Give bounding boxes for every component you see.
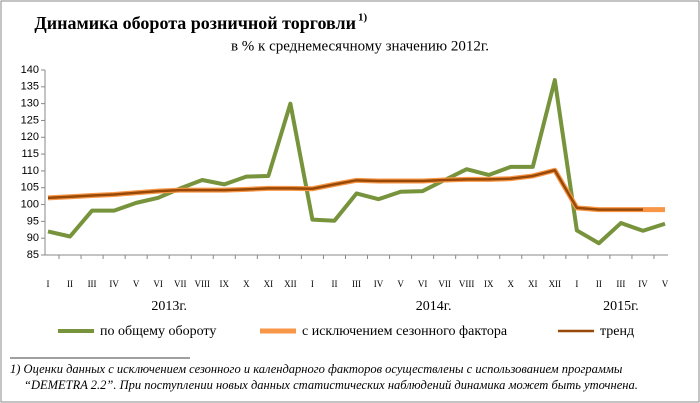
- x-tick-label: XI: [264, 279, 274, 289]
- footnote: “DEMETRA 2.2”. При поступлении новых дан…: [24, 378, 638, 392]
- x-tick-label: XII: [549, 279, 562, 289]
- legend-label: тренд: [600, 324, 634, 339]
- y-tick-label: 140: [21, 64, 39, 76]
- year-label: 2013г.: [151, 299, 187, 314]
- x-tick-label: IX: [220, 279, 230, 289]
- x-tick-label: V: [133, 279, 140, 289]
- x-tick-label: XII: [284, 279, 297, 289]
- y-tick-label: 125: [21, 114, 39, 126]
- x-tick-label: I: [47, 279, 50, 289]
- legend-label: с исключением сезонного фактора: [302, 324, 508, 339]
- y-tick-label: 100: [21, 198, 39, 210]
- x-tick-label: VII: [174, 279, 187, 289]
- x-tick-label: VI: [418, 279, 428, 289]
- series-line: [47, 78, 666, 246]
- x-tick-label: II: [67, 279, 73, 289]
- x-tick-label: V: [397, 279, 404, 289]
- x-tick-label: I: [575, 279, 578, 289]
- x-tick-label: III: [616, 279, 625, 289]
- x-tick-label: XI: [528, 279, 538, 289]
- x-tick-label: II: [596, 279, 602, 289]
- year-label: 2015г.: [603, 299, 639, 314]
- x-tick-label: III: [352, 279, 361, 289]
- x-tick-label: VI: [153, 279, 163, 289]
- x-tick-label: I: [311, 279, 314, 289]
- title-note: 1): [358, 12, 368, 24]
- chart-subtitle: в % к среднемесячному значению 2012г.: [231, 38, 489, 54]
- x-tick-label: X: [243, 279, 250, 289]
- year-label: 2014г.: [416, 299, 452, 314]
- legend-label: по общему обороту: [100, 324, 216, 339]
- x-tick-label: II: [331, 279, 337, 289]
- y-tick-label: 105: [21, 182, 39, 194]
- y-tick-label: 110: [21, 165, 39, 177]
- y-tick-label: 120: [21, 131, 39, 143]
- x-tick-label: VII: [438, 279, 451, 289]
- y-tick-label: 135: [21, 81, 39, 93]
- y-tick-label: 95: [27, 215, 39, 227]
- chart-title: Динамика оборота розничной торговли: [34, 13, 356, 33]
- x-tick-label: V: [662, 279, 669, 289]
- x-tick-label: IX: [484, 279, 494, 289]
- x-tick-label: III: [88, 279, 97, 289]
- x-tick-label: X: [508, 279, 515, 289]
- y-tick-label: 85: [27, 249, 39, 261]
- y-tick-label: 90: [27, 232, 39, 244]
- footnote: 1) Оценки данных с исключением сезонного…: [10, 362, 623, 376]
- y-tick-label: 115: [21, 148, 39, 160]
- x-tick-label: VIII: [195, 279, 211, 289]
- x-tick-label: VIII: [459, 279, 475, 289]
- series-line: [47, 168, 643, 211]
- y-tick-label: 130: [21, 98, 39, 110]
- x-tick-label: IV: [374, 279, 384, 289]
- x-tick-label: IV: [109, 279, 119, 289]
- x-tick-label: IV: [638, 279, 648, 289]
